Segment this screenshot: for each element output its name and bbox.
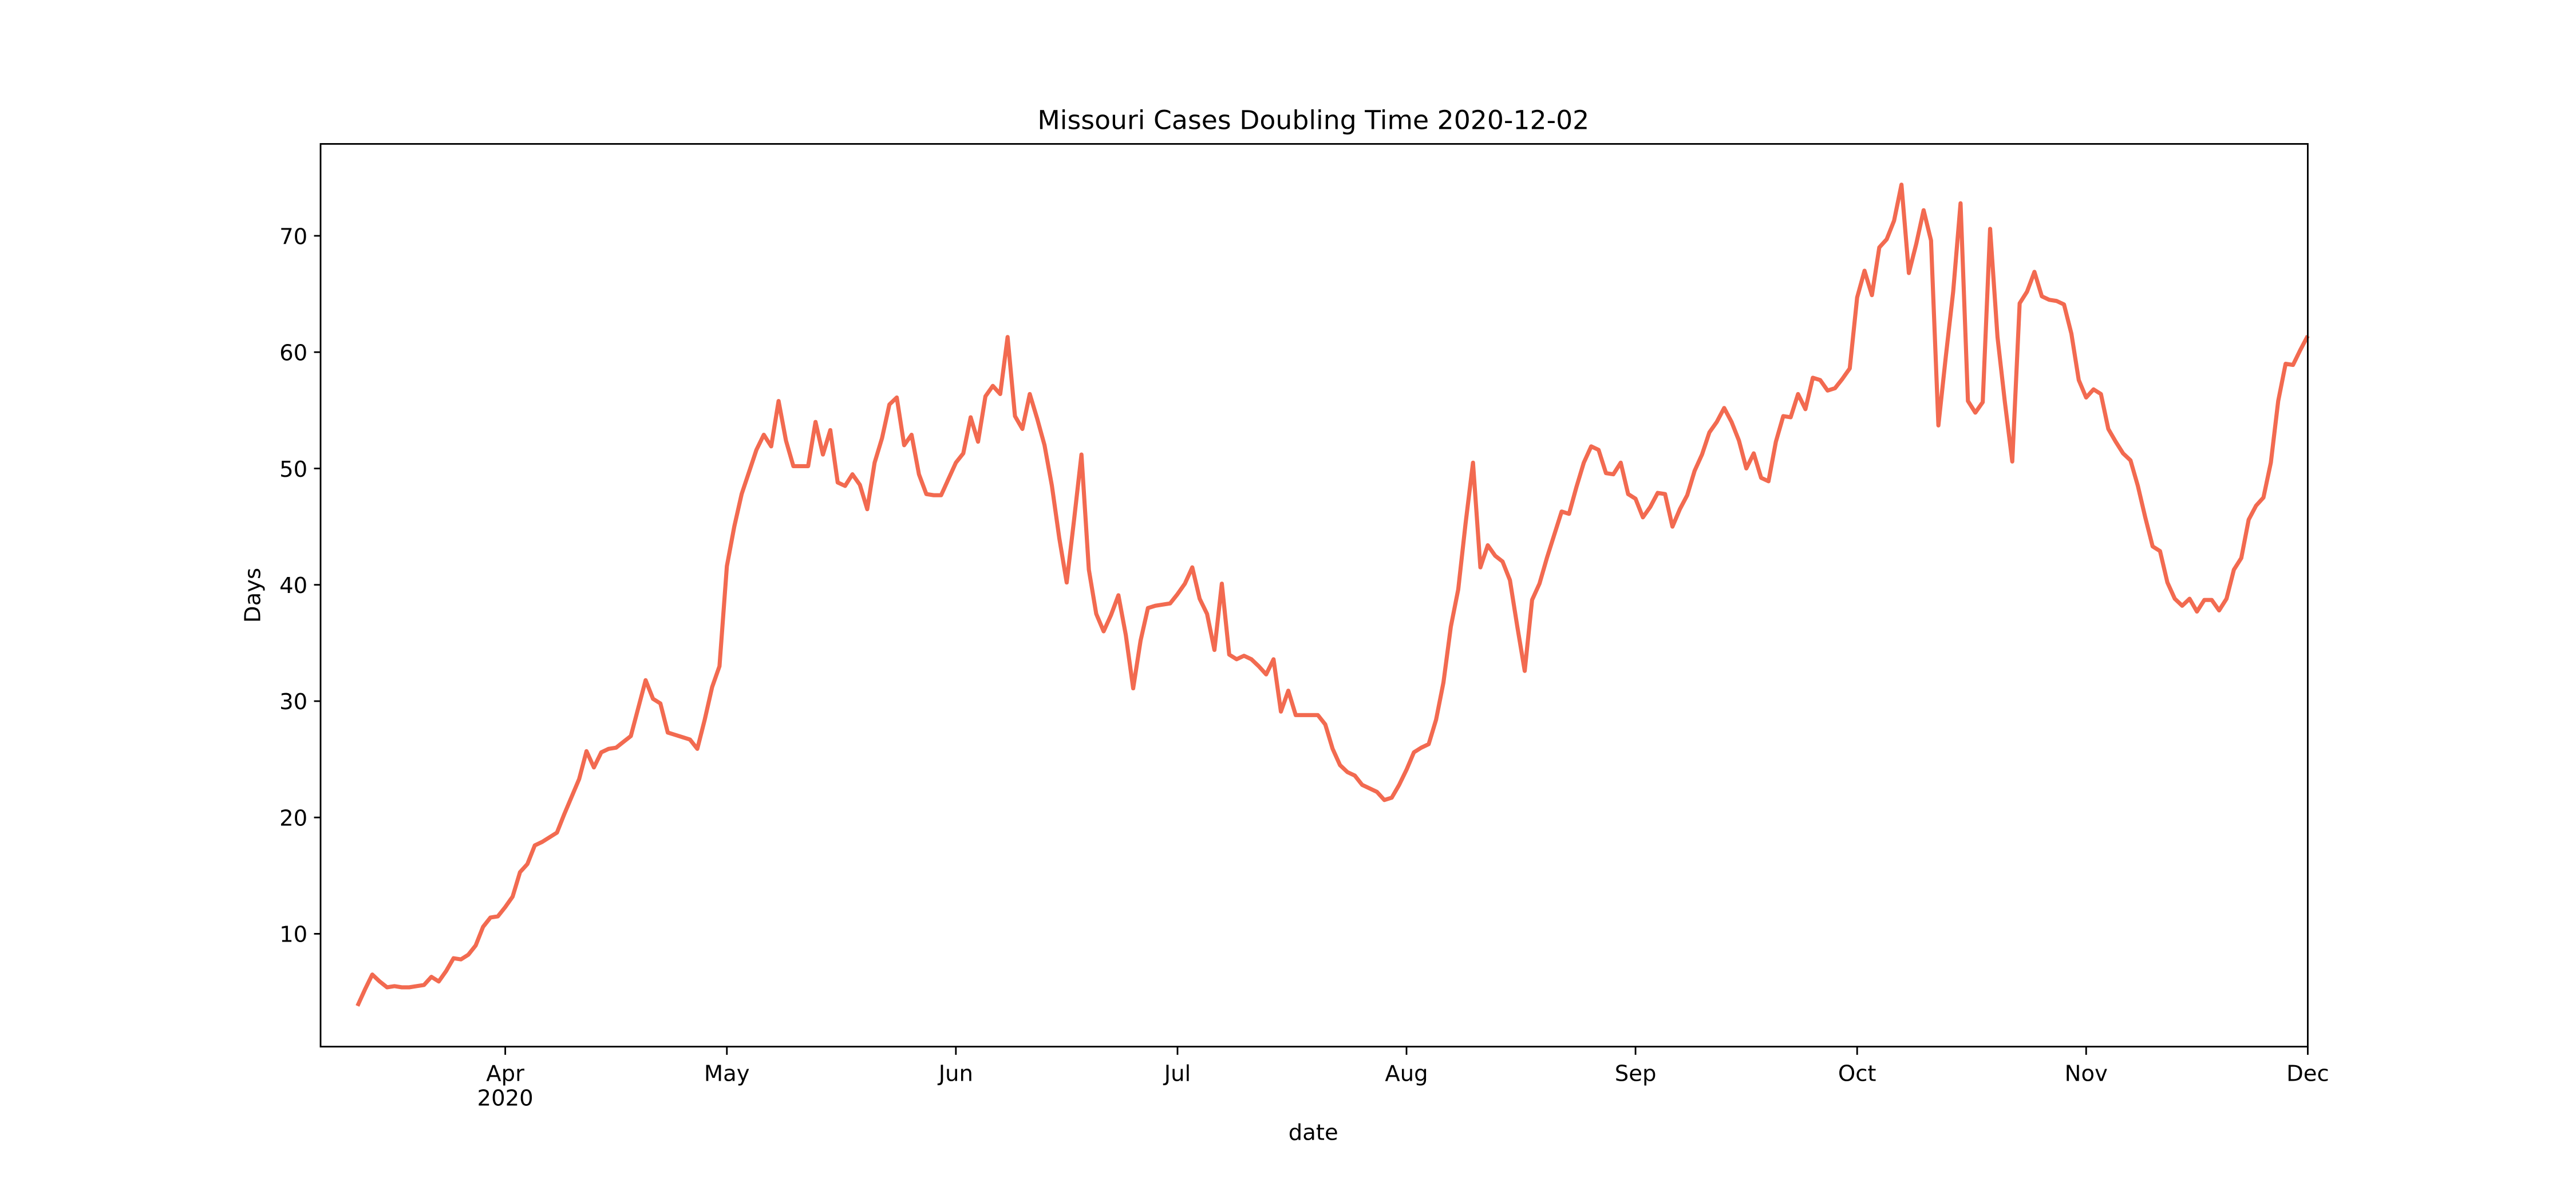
x-axis-label: date xyxy=(1289,1120,1338,1145)
x-tick-label: Apr 2020 xyxy=(477,1061,534,1112)
y-tick-label: 40 xyxy=(279,573,307,599)
y-tick-label: 50 xyxy=(279,457,307,483)
x-tick-label: Nov xyxy=(2065,1061,2108,1087)
chart-title: Missouri Cases Doubling Time 2020-12-02 xyxy=(1037,105,1589,136)
y-tick-label: 20 xyxy=(279,805,307,831)
x-tick-label: Dec xyxy=(2286,1061,2329,1087)
data-line xyxy=(355,183,2310,1007)
y-tick-label: 70 xyxy=(279,224,307,250)
x-tick-label: Aug xyxy=(1385,1061,1428,1087)
x-tick-label: May xyxy=(704,1061,750,1087)
y-axis-label: Days xyxy=(240,568,266,623)
plot-frame xyxy=(319,143,2309,1047)
x-tick-label: Jul xyxy=(1163,1061,1191,1087)
y-tick-label: 10 xyxy=(279,922,307,948)
x-tick-label: Oct xyxy=(1838,1061,1876,1087)
y-tick-label: 30 xyxy=(279,689,307,715)
x-tick-label: Jun xyxy=(938,1061,973,1087)
y-tick-label: 60 xyxy=(279,341,307,366)
x-tick-label: Sep xyxy=(1615,1061,1657,1087)
